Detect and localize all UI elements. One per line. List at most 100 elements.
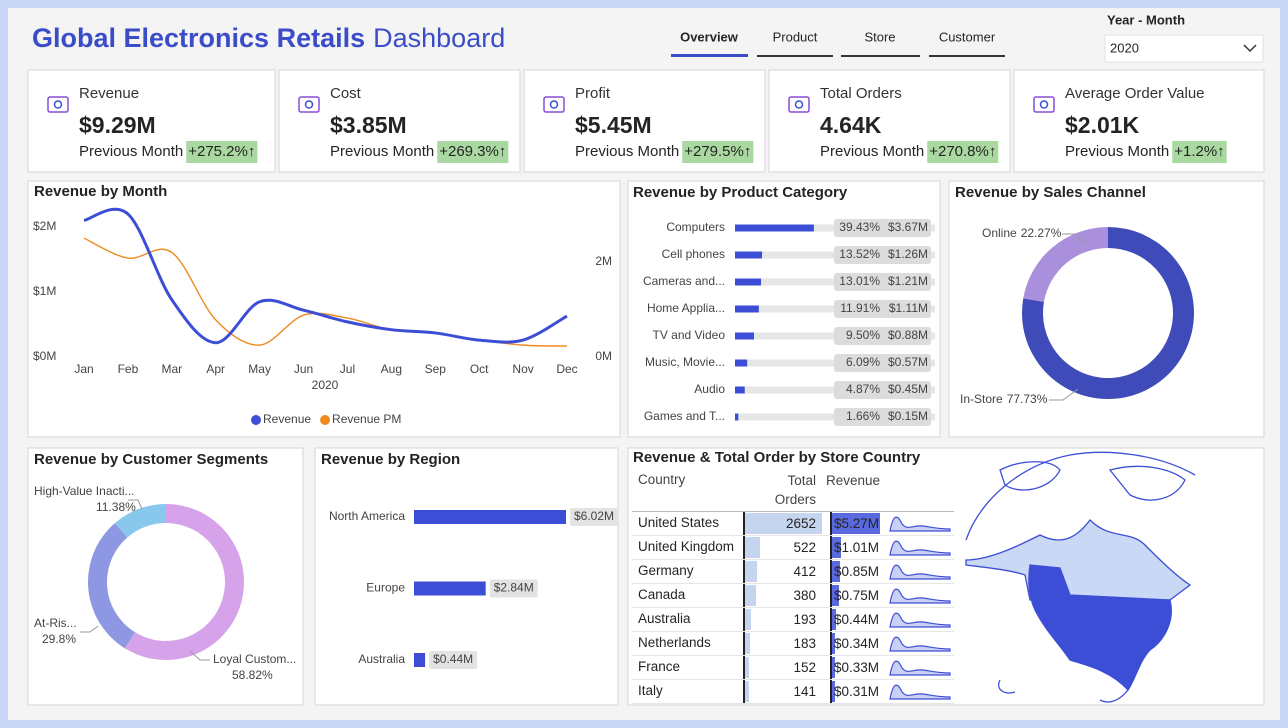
column-header[interactable]: Country — [638, 472, 686, 487]
sparkline-cell — [882, 632, 952, 655]
leader-line — [1049, 388, 1079, 401]
kpi-label: Profit — [575, 85, 611, 102]
sparkline-cell — [882, 512, 952, 535]
kpi-change-badge — [682, 141, 754, 163]
tab-underline — [841, 55, 920, 57]
bar — [735, 413, 739, 421]
table-row: France 152 $0.33M — [632, 656, 954, 680]
orders-value: 2652 — [785, 516, 816, 531]
tab[interactable]: Product — [773, 29, 818, 44]
slice-name: In-Store — [960, 392, 1003, 406]
kpi-change: +275.2%↑ — [188, 143, 255, 160]
bar — [414, 581, 486, 596]
orders-bar — [745, 585, 757, 606]
revenue-value: $0.44M — [834, 612, 880, 627]
filter-value[interactable]: 2020 — [1110, 40, 1139, 55]
y-tick-label: $0M — [33, 349, 56, 363]
category-label: Home Applia... — [647, 301, 725, 315]
orders-bar — [745, 537, 761, 558]
x-tick-label: Oct — [470, 362, 489, 376]
value-label: 1.66% — [846, 409, 880, 423]
kpi-value: $9.29M — [79, 112, 156, 138]
value-label: $2.84M — [494, 581, 534, 595]
dropdown-chevron[interactable] — [1243, 44, 1257, 53]
column-header[interactable]: Revenue — [822, 469, 880, 511]
x-tick-label: Sep — [425, 362, 447, 376]
country-cell: Germany — [638, 563, 694, 578]
y2-tick-label: 2M — [595, 254, 612, 268]
orders-cell: 380 — [743, 584, 822, 607]
revenue-cell: $0.44M — [830, 608, 882, 631]
revenue-bar — [832, 585, 839, 606]
x-tick-label: Feb — [118, 362, 139, 376]
table-row: Germany 412 $0.85M — [632, 560, 954, 584]
bar — [414, 510, 566, 524]
filter-dropdown[interactable] — [1104, 34, 1264, 63]
leader-line — [189, 650, 210, 661]
kpi-icon — [304, 100, 314, 109]
kpi-change-badge — [1172, 141, 1227, 163]
kpi-value: $5.45M — [575, 112, 652, 138]
line-series — [83, 207, 568, 345]
value-label: 6.09% — [846, 355, 880, 369]
revenue-value: $0.34M — [834, 636, 880, 651]
title-light: Dashboard — [373, 23, 505, 53]
table-row: United States 2652 $5.27M — [632, 512, 954, 536]
slice-value: 58.82% — [232, 668, 273, 682]
sparkline-cell — [882, 656, 952, 679]
revenue-value: $0.75M — [834, 588, 880, 603]
sparkline-line — [889, 588, 951, 604]
chart-title: Revenue by Product Category — [633, 184, 848, 201]
column-header — [880, 469, 950, 511]
value-label: $6.02M — [574, 509, 614, 523]
map-outline — [965, 451, 1196, 541]
value-label: 11.91% — [840, 301, 880, 315]
kpi-label: Revenue — [79, 85, 139, 102]
card — [27, 180, 621, 438]
legend-marker — [251, 415, 261, 425]
donut-slice — [114, 504, 166, 538]
sparkline-cell — [882, 536, 952, 559]
kpi-label: Average Order Value — [1065, 85, 1205, 102]
table-header: Country Total Orders Revenue — [632, 469, 954, 512]
country-cell: France — [638, 659, 681, 674]
x-tick-label: Nov — [512, 362, 533, 376]
sparkline-line — [889, 684, 951, 700]
bar — [414, 653, 426, 667]
column-header[interactable]: Total Orders — [742, 469, 822, 511]
orders-value: 522 — [793, 540, 816, 555]
orders-value: 141 — [793, 684, 816, 699]
orders-bar — [745, 609, 751, 630]
map-land — [999, 461, 1061, 491]
kpi-icon — [1039, 100, 1049, 109]
value-label-box — [570, 508, 619, 526]
value-label-box — [834, 381, 931, 399]
donut-slice — [88, 523, 135, 649]
bar — [735, 278, 762, 286]
revenue-bar — [832, 657, 835, 678]
tab[interactable]: Store — [864, 29, 895, 44]
x-axis-label: 2020 — [312, 378, 339, 392]
slice-name: Loyal Custom... — [213, 652, 296, 666]
value-label: 9.50% — [846, 328, 880, 342]
orders-cell: 193 — [743, 608, 822, 631]
column-header-text[interactable]: Total Orders — [774, 473, 816, 507]
tab[interactable]: Overview — [680, 29, 739, 44]
value-label-box — [834, 273, 931, 291]
orders-value: 183 — [793, 636, 816, 651]
x-tick-label: Jan — [74, 362, 93, 376]
column-header-text[interactable]: Revenue — [826, 473, 881, 488]
kpi-comparison: Previous Month — [330, 143, 434, 160]
tab-underline — [757, 55, 833, 57]
orders-cell: 183 — [743, 632, 822, 655]
tab[interactable]: Customer — [939, 29, 996, 44]
value-label: 4.87% — [846, 382, 880, 396]
orders-cell: 2652 — [743, 512, 822, 535]
title-bold: Global Electronics Retails — [32, 23, 365, 53]
leader-line — [1062, 233, 1086, 245]
value-label-box — [834, 246, 931, 264]
card — [27, 447, 304, 706]
value-label-box — [834, 408, 931, 426]
kpi-icon — [1033, 96, 1055, 113]
